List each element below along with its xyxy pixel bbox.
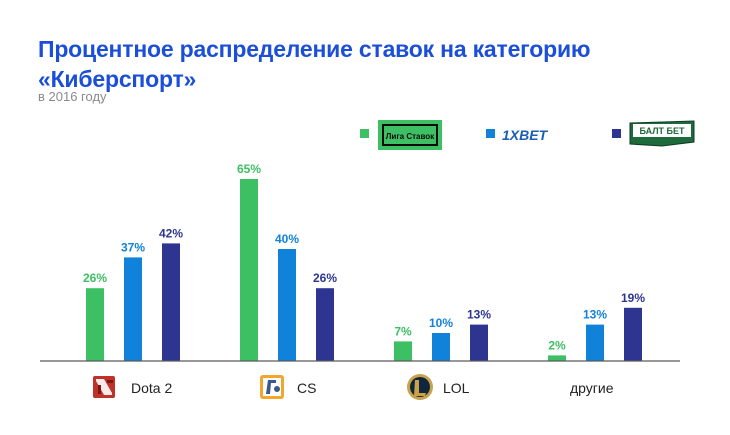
- legend-swatch: [612, 129, 621, 138]
- bar-lol-series-3: [470, 324, 488, 361]
- lol-icon: [407, 374, 433, 400]
- chart-title: Процентное распределение ставок на катег…: [38, 36, 591, 92]
- data-label-dota2-series-1: 26%: [83, 271, 107, 285]
- bar-lol-series-2: [432, 333, 450, 361]
- bar-other-series-2: [586, 324, 604, 361]
- data-label-other-series-2: 13%: [583, 308, 607, 322]
- chart-subtitle: в 2016 году: [38, 89, 107, 104]
- legend-item-baltbet: БАЛТ БЕТ: [612, 120, 695, 147]
- bar-dota2-series-2: [124, 257, 142, 361]
- cs-icon: [260, 375, 284, 399]
- baltbet-logo-icon: БАЛТ БЕТ: [629, 120, 695, 147]
- category-label-other: другие: [570, 380, 614, 396]
- legend-item-1xbet: 1XBET: [486, 127, 549, 143]
- legend-swatch: [486, 129, 495, 138]
- data-label-other-series-1: 2%: [548, 338, 566, 352]
- bars-group: 26% 37% 42% 65% 40% 26% 7% 10% 13% 2% 13% 19%: [83, 162, 645, 361]
- legend: Лига Ставок 1XBET БАЛТ БЕТ: [360, 120, 695, 150]
- baltbet-logo-text: БАЛТ БЕТ: [639, 126, 685, 136]
- data-label-dota2-series-2: 37%: [121, 240, 145, 254]
- data-label-dota2-series-3: 42%: [159, 226, 183, 240]
- dota2-icon: [93, 376, 115, 398]
- data-label-lol-series-1: 7%: [394, 324, 412, 338]
- bar-dota2-series-3: [162, 243, 180, 361]
- category-label-lol: LOL: [443, 380, 470, 396]
- liga-stavok-logo-icon: Лига Ставок: [378, 120, 442, 150]
- legend-swatch: [360, 129, 369, 138]
- bar-other-series-3: [624, 307, 642, 361]
- bar-dota2-series-1: [86, 288, 104, 361]
- category-label-dota2: Dota 2: [131, 380, 172, 396]
- data-label-cs-series-3: 26%: [313, 271, 337, 285]
- legend-item-liga-stavok: Лига Ставок: [360, 120, 442, 150]
- data-label-lol-series-2: 10%: [429, 316, 453, 330]
- bar-cs-series-1: [240, 179, 258, 361]
- 1xbet-logo-icon: 1XBET: [502, 127, 549, 143]
- liga-stavok-logo-text: Лига Ставок: [386, 132, 435, 141]
- category-label-cs: CS: [297, 380, 316, 396]
- data-label-cs-series-1: 65%: [237, 162, 261, 176]
- data-label-cs-series-2: 40%: [275, 232, 299, 246]
- bar-other-series-1: [548, 355, 566, 361]
- bar-lol-series-1: [394, 341, 412, 361]
- bar-cs-series-2: [278, 249, 296, 361]
- data-label-lol-series-3: 13%: [467, 308, 491, 322]
- data-label-other-series-3: 19%: [621, 291, 645, 305]
- bar-cs-series-3: [316, 288, 334, 361]
